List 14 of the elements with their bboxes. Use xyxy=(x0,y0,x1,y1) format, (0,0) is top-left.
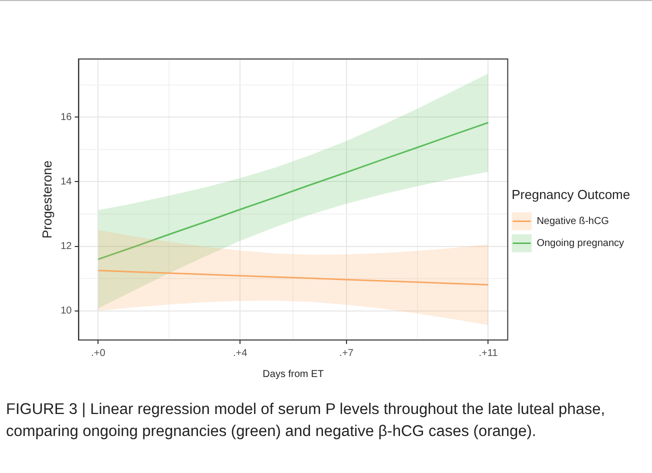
x-tick-label: .+11 xyxy=(478,348,498,359)
x-tick-label: .+7 xyxy=(339,348,354,359)
x-tick-label: .+4 xyxy=(232,348,248,359)
legend-label: Negative ß-hCG xyxy=(536,216,610,228)
legend-title: Pregnancy Outcome xyxy=(512,186,630,202)
x-axis-title: Days from ET xyxy=(262,368,324,380)
legend-label: Ongoing pregnancy xyxy=(536,238,624,250)
y-axis-title: Progesterone xyxy=(39,160,54,239)
y-tick-label: 12 xyxy=(60,241,72,252)
y-tick-label: 14 xyxy=(60,176,72,188)
caption: FIGURE 3 | Linear regression model of serum P levels throughout the late luteal phase, comparing ongoing pregnancies (green) and negative β-hCG cases (orange). xyxy=(6,400,606,442)
y-tick-label: 10 xyxy=(60,306,72,317)
x-tick-label: .+0 xyxy=(91,348,106,359)
y-tick-label: 16 xyxy=(60,112,72,123)
